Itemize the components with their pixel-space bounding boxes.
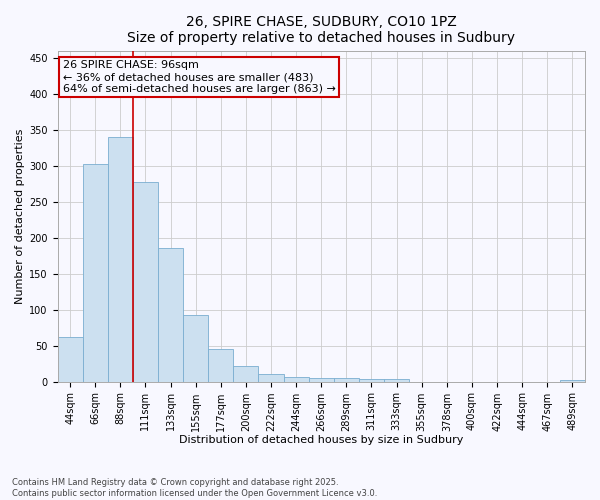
Bar [208, 348, 233, 382]
Bar [183, 314, 208, 382]
Bar [233, 366, 259, 382]
Bar [83, 164, 108, 382]
Bar [560, 380, 585, 382]
Bar [259, 374, 284, 382]
Bar [359, 378, 384, 382]
Title: 26, SPIRE CHASE, SUDBURY, CO10 1PZ
Size of property relative to detached houses : 26, SPIRE CHASE, SUDBURY, CO10 1PZ Size … [127, 15, 515, 45]
X-axis label: Distribution of detached houses by size in Sudbury: Distribution of detached houses by size … [179, 435, 463, 445]
Bar [108, 137, 133, 382]
Text: 26 SPIRE CHASE: 96sqm
← 36% of detached houses are smaller (483)
64% of semi-det: 26 SPIRE CHASE: 96sqm ← 36% of detached … [63, 60, 335, 94]
Bar [284, 378, 308, 382]
Bar [384, 378, 409, 382]
Bar [158, 248, 183, 382]
Bar [308, 378, 334, 382]
Bar [334, 378, 359, 382]
Y-axis label: Number of detached properties: Number of detached properties [15, 128, 25, 304]
Bar [133, 182, 158, 382]
Bar [58, 337, 83, 382]
Text: Contains HM Land Registry data © Crown copyright and database right 2025.
Contai: Contains HM Land Registry data © Crown c… [12, 478, 377, 498]
